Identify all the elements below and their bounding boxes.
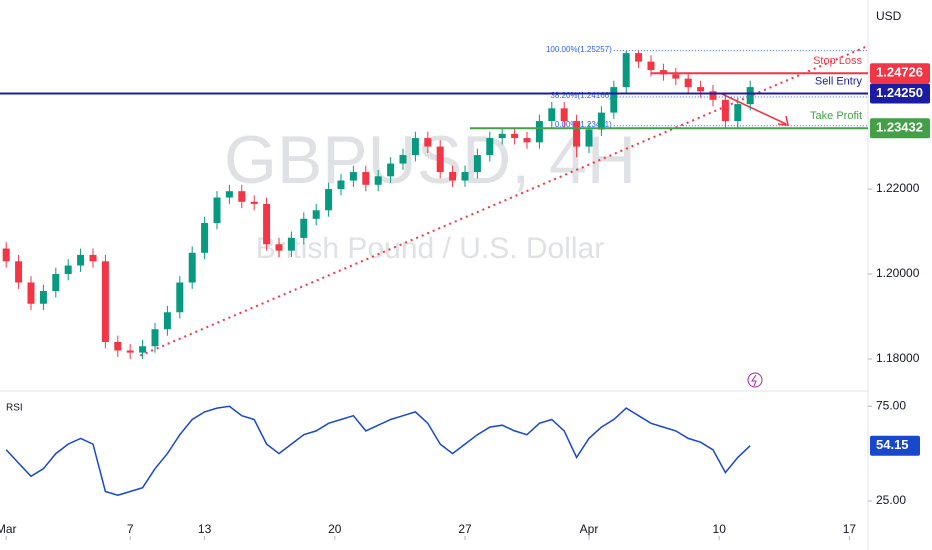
candle-body bbox=[250, 201, 258, 204]
candle-body bbox=[300, 218, 308, 238]
candle-body bbox=[387, 163, 395, 177]
fib-label: 100.00%(1.25257) bbox=[546, 45, 612, 54]
candle-body bbox=[436, 146, 444, 173]
candle-body bbox=[263, 203, 271, 245]
candle-body bbox=[548, 108, 556, 122]
alert-icon bbox=[747, 372, 763, 388]
candle-body bbox=[535, 121, 543, 143]
y-tick-label: 1.20000 bbox=[876, 266, 920, 280]
projection-arrow bbox=[721, 93, 790, 126]
candle-body bbox=[349, 172, 357, 181]
candle-body bbox=[560, 108, 568, 122]
x-tick-label: 13 bbox=[198, 522, 212, 536]
candle-body bbox=[225, 191, 233, 198]
candle-body bbox=[449, 172, 457, 181]
candle-body bbox=[746, 87, 754, 105]
x-tick-label: Mar bbox=[0, 522, 17, 536]
level-name: Take Profit bbox=[810, 110, 862, 122]
candle-body bbox=[188, 252, 196, 283]
x-tick-label: 10 bbox=[713, 522, 727, 536]
alert-bolt bbox=[751, 374, 757, 387]
candle-body bbox=[424, 138, 432, 147]
candle-body bbox=[597, 112, 605, 130]
candle-body bbox=[610, 87, 618, 113]
candle-body bbox=[275, 244, 283, 251]
candle-body bbox=[362, 172, 370, 185]
candle-body bbox=[734, 104, 742, 122]
candle-body bbox=[64, 265, 72, 275]
candle-body bbox=[498, 133, 506, 139]
currency-label: USD bbox=[876, 9, 902, 23]
candle-body bbox=[411, 138, 419, 156]
candle-body bbox=[684, 78, 692, 88]
candle-body bbox=[647, 61, 655, 71]
level-name: Sell Entry bbox=[815, 75, 863, 87]
candle-body bbox=[2, 248, 10, 262]
candle-body bbox=[101, 261, 109, 342]
candle-body bbox=[213, 197, 221, 224]
candle-body bbox=[15, 261, 23, 283]
price-tag bbox=[870, 63, 930, 84]
candle-body bbox=[622, 53, 630, 88]
rsi-label: RSI bbox=[6, 403, 23, 414]
candle-body bbox=[39, 291, 47, 304]
price-tag-label: 1.24726 bbox=[876, 65, 923, 80]
level-name: Stop Loss bbox=[813, 55, 862, 67]
rsi-tag-label: 54.15 bbox=[876, 437, 909, 452]
rsi-line bbox=[5, 405, 751, 496]
candle-body bbox=[585, 129, 593, 147]
trendline bbox=[139, 44, 869, 357]
price-tag-label: 1.24250 bbox=[876, 85, 923, 100]
candle-body bbox=[573, 121, 581, 147]
candle-body bbox=[89, 254, 97, 262]
candle-body bbox=[126, 350, 134, 353]
watermark: GBPUSD, 4H bbox=[224, 122, 636, 198]
candle-body bbox=[709, 91, 717, 100]
candle-body bbox=[461, 172, 469, 181]
candle-body bbox=[473, 155, 481, 173]
candle-body bbox=[672, 74, 680, 79]
y-tick-label: 1.18000 bbox=[876, 351, 920, 365]
x-tick-label: Apr bbox=[580, 522, 599, 536]
y-tick-label: 1.22000 bbox=[876, 181, 920, 195]
rsi-tick-label: 75.00 bbox=[876, 398, 906, 412]
candle-body bbox=[486, 138, 494, 156]
x-tick-label: 27 bbox=[458, 522, 472, 536]
x-tick-label: 17 bbox=[843, 522, 857, 536]
candle-body bbox=[325, 189, 333, 211]
watermark-subtitle: British Pound / U.S. Dollar bbox=[256, 232, 604, 265]
x-tick-label: 7 bbox=[127, 522, 134, 536]
candle-body bbox=[399, 155, 407, 164]
price-tag-label: 1.23432 bbox=[876, 120, 923, 135]
candle-body bbox=[511, 133, 519, 139]
candle-body bbox=[312, 210, 320, 219]
candle-body bbox=[337, 180, 345, 190]
candle-body bbox=[114, 341, 122, 351]
candle-body bbox=[151, 329, 159, 347]
candle-body bbox=[77, 254, 85, 266]
candle-body bbox=[176, 282, 184, 313]
candle-body bbox=[27, 282, 35, 304]
rsi-tag bbox=[870, 435, 920, 456]
candle-body bbox=[635, 53, 643, 62]
candle-body bbox=[721, 99, 729, 122]
x-tick-label: 20 bbox=[328, 522, 342, 536]
candle-body bbox=[139, 346, 147, 353]
fib-label: 38.20%(1.24166) bbox=[550, 91, 612, 100]
fib-label: 0.00%(1.23491) bbox=[555, 120, 612, 129]
candle-body bbox=[374, 176, 382, 185]
candle-body bbox=[697, 87, 705, 92]
candle-body bbox=[287, 237, 295, 251]
candle-body bbox=[52, 274, 60, 292]
candle-body bbox=[201, 223, 209, 253]
price-tag bbox=[870, 83, 930, 104]
candle-body bbox=[659, 70, 667, 75]
candle-body bbox=[238, 191, 246, 202]
rsi-tick-label: 25.00 bbox=[876, 493, 906, 507]
price-tag bbox=[870, 118, 930, 139]
candle-body bbox=[163, 312, 171, 330]
candle-body bbox=[523, 138, 531, 143]
